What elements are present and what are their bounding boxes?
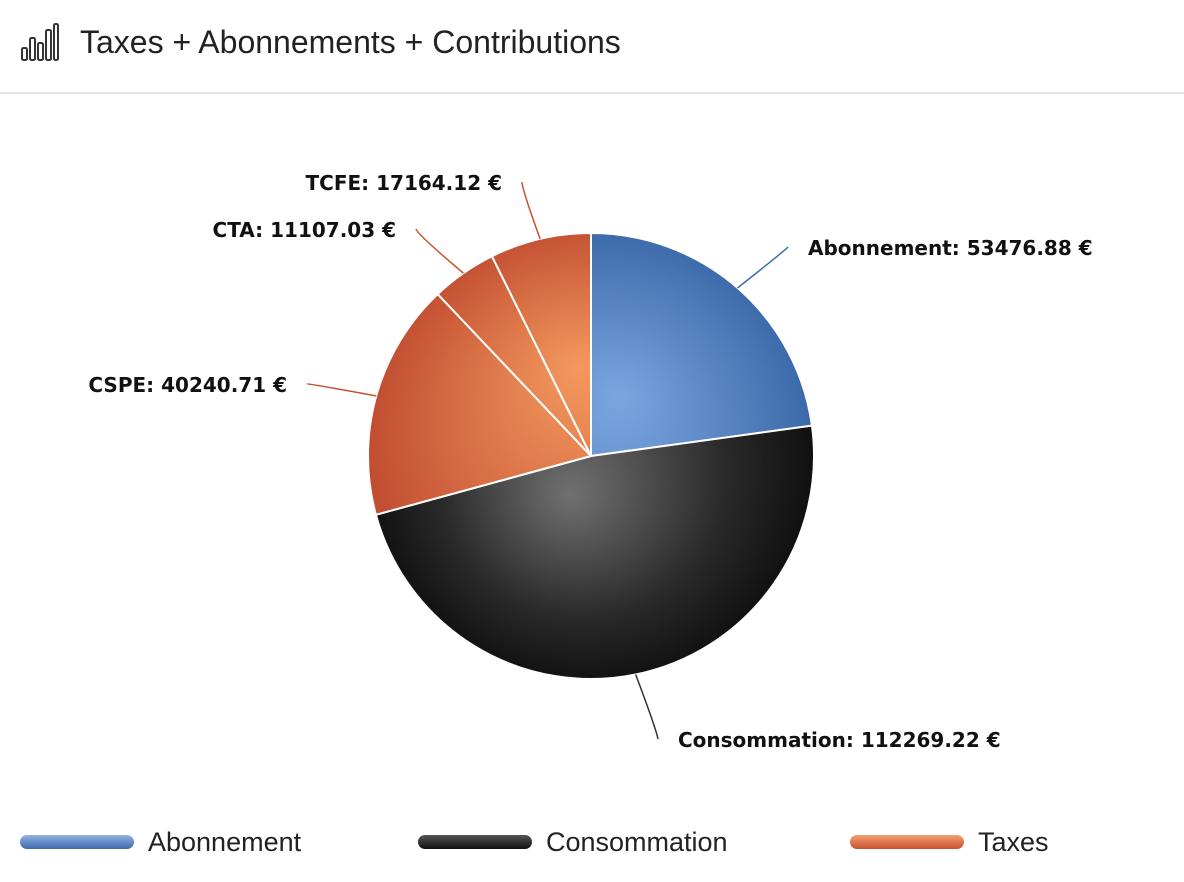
- data-label-consommation: Consommation: 112269.22 €: [678, 728, 1001, 752]
- legend-swatch-consommation: [418, 835, 532, 849]
- legend-swatch-taxes: [850, 835, 964, 849]
- pie-chart: Abonnement: 53476.88 € Consommation: 1122…: [88, 171, 1093, 752]
- pie-slice-tcfe[interactable]: [490, 231, 592, 457]
- leader-line-cta: [415, 228, 464, 274]
- chart-legend: Abonnement Consommation Taxes: [0, 820, 1184, 864]
- chart-title: Taxes + Abonnements + Contributions: [80, 24, 621, 60]
- bar-chart-icon: [21, 23, 59, 61]
- legend-item-abonnement[interactable]: Abonnement: [20, 820, 301, 864]
- data-label-tcfe: TCFE: 17164.12 €: [306, 171, 503, 195]
- legend-item-taxes[interactable]: Taxes: [850, 820, 1049, 864]
- legend-label: Abonnement: [148, 826, 302, 857]
- leader-line-consommation: [634, 674, 659, 740]
- leader-line-abonnement: [737, 246, 789, 289]
- legend-item-consommation[interactable]: Consommation: [418, 820, 728, 864]
- data-label-cspe: CSPE: 40240.71 €: [88, 373, 287, 397]
- chart-header: Taxes + Abonnements + Contributions: [0, 0, 1184, 94]
- legend-label: Taxes: [978, 826, 1049, 857]
- data-label-abonnement: Abonnement: 53476.88 €: [808, 236, 1093, 260]
- legend-label: Consommation: [546, 826, 728, 857]
- leader-line-tcfe: [521, 181, 541, 240]
- data-label-cta: CTA: 11107.03 €: [213, 218, 396, 242]
- leader-line-cspe: [306, 383, 377, 397]
- legend-swatch-abonnement: [20, 835, 134, 849]
- pie-slice-abonnement[interactable]: [590, 231, 814, 458]
